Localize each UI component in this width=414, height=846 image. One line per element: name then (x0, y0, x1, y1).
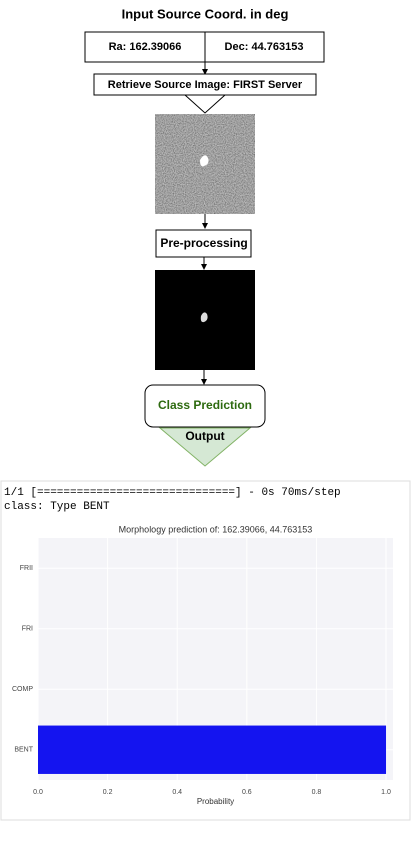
predict-label: Class Prediction (158, 398, 252, 412)
retrieve-pointer (183, 94, 227, 114)
x-tick-label: 0.0 (33, 789, 43, 796)
preprocess-box (155, 229, 252, 258)
bar (38, 725, 387, 774)
y-tick-label: FRII (20, 565, 33, 572)
predict-box (144, 384, 266, 428)
y-tick-label: BENT (14, 747, 33, 754)
retrieve-label: Retrieve Source Image: FIRST Server (108, 79, 303, 91)
chart-title: Morphology prediction of: 162.39066, 44.… (119, 524, 313, 534)
raw-source (200, 155, 209, 167)
processed-source (200, 312, 208, 323)
output-label: Output (185, 429, 224, 443)
x-tick-label: 0.4 (172, 789, 182, 796)
x-tick-label: 1.0 (381, 789, 391, 796)
chart: Morphology prediction of: 162.39066, 44.… (12, 524, 393, 806)
preprocess-label: Pre-processing (160, 236, 247, 250)
x-axis-label: Probability (197, 797, 234, 806)
x-tick-label: 0.8 (312, 789, 322, 796)
y-tick-label: COMP (12, 686, 33, 693)
diagram-title: Input Source Coord. in deg (122, 6, 289, 21)
x-tick-label: 0.2 (103, 789, 113, 796)
dec-label: Dec: 44.763153 (225, 41, 304, 53)
output-pointer (158, 427, 252, 467)
x-tick-label: 0.6 (242, 789, 252, 796)
ra-label: Ra: 162.39066 (109, 41, 182, 53)
console-line: class: Type BENT (4, 501, 110, 513)
y-tick-label: FRI (22, 626, 33, 633)
console-line: 1/1 [==============================] - 0… (4, 487, 341, 499)
